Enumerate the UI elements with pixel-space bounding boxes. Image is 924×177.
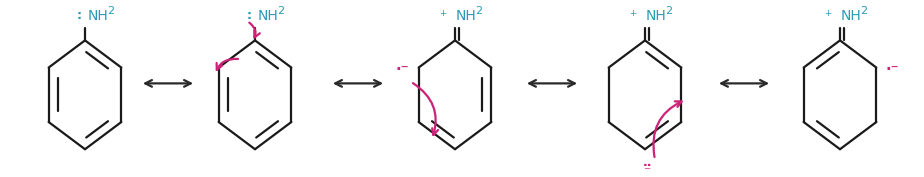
Text: $^+$: $^+$ bbox=[823, 9, 833, 22]
Text: NH: NH bbox=[456, 9, 477, 23]
Text: 2: 2 bbox=[277, 6, 284, 16]
Text: :: : bbox=[247, 9, 251, 22]
Text: 2: 2 bbox=[107, 6, 115, 16]
Text: 2: 2 bbox=[860, 6, 867, 16]
Text: NH: NH bbox=[841, 9, 862, 23]
Text: $^+$: $^+$ bbox=[628, 9, 638, 22]
Text: ·⁻: ·⁻ bbox=[885, 62, 899, 77]
Text: NH: NH bbox=[258, 9, 279, 23]
Text: :: : bbox=[77, 9, 81, 22]
Text: NH: NH bbox=[646, 9, 667, 23]
Text: ⁻: ⁻ bbox=[643, 165, 650, 177]
Text: NH: NH bbox=[88, 9, 109, 23]
Text: ·⁻: ·⁻ bbox=[395, 62, 409, 77]
Text: 2: 2 bbox=[665, 6, 672, 16]
Text: $^+$: $^+$ bbox=[438, 9, 448, 22]
Text: ··: ·· bbox=[642, 159, 651, 172]
Text: 2: 2 bbox=[475, 6, 482, 16]
